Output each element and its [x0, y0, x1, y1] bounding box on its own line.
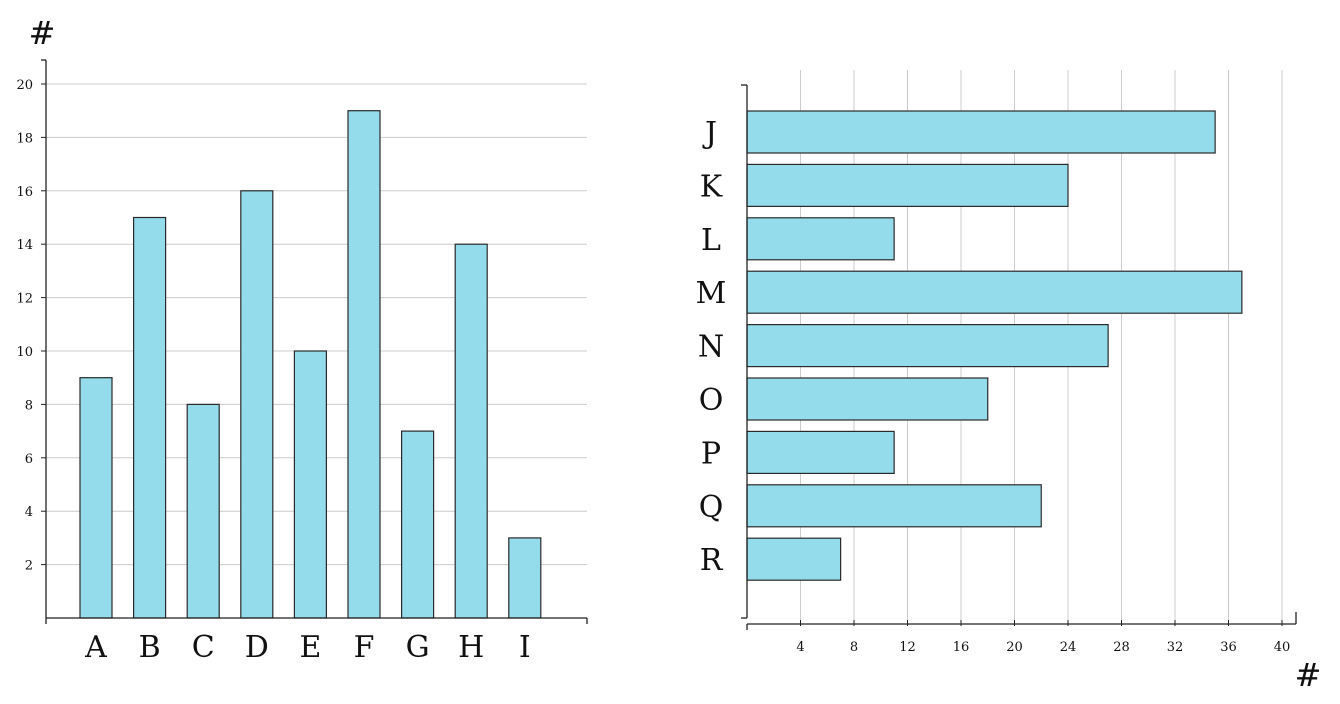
x-tick-label: 24: [1060, 640, 1077, 655]
category-label: O: [699, 383, 724, 418]
bar-m: [746, 270, 1243, 314]
bar-b: [133, 216, 167, 619]
y-tick-label: 10: [16, 345, 33, 360]
bar-f: [347, 110, 381, 619]
bar-c: [186, 403, 220, 619]
bar-h: [454, 243, 488, 619]
bar-j: [746, 110, 1216, 154]
bar-d: [240, 190, 274, 619]
category-label: N: [698, 330, 724, 365]
bar-i: [508, 537, 542, 619]
category-label: R: [700, 543, 724, 578]
right-x-axis-label: #: [1295, 656, 1322, 694]
bar-e: [293, 350, 327, 619]
right-bars: [746, 110, 1243, 581]
y-tick-label: 2: [25, 559, 33, 574]
category-label: F: [354, 630, 375, 665]
bar-q: [746, 484, 1042, 528]
x-tick-label: 20: [1006, 640, 1023, 655]
bar-o: [746, 377, 989, 421]
category-label: J: [702, 116, 717, 151]
x-tick-label: 16: [953, 640, 970, 655]
category-label: Q: [699, 490, 724, 525]
right-x-tick-labels: 4 8 12 16 20 24 28 32 36 40: [796, 640, 1290, 655]
bar-l: [746, 217, 895, 261]
bar-k: [746, 163, 1069, 207]
left-y-axis-label: #: [29, 14, 56, 52]
category-label: D: [245, 630, 269, 665]
left-bars: [79, 110, 542, 619]
x-tick-label: 12: [899, 640, 916, 655]
category-label: M: [696, 276, 727, 311]
x-tick-label: 36: [1220, 640, 1237, 655]
category-label: A: [84, 630, 107, 665]
x-tick-label: 4: [796, 640, 804, 655]
bar-g: [401, 430, 435, 619]
bar-r: [746, 537, 842, 581]
y-tick-label: 16: [16, 185, 33, 200]
category-label: E: [299, 630, 321, 665]
category-label: G: [406, 630, 430, 665]
y-tick-label: 8: [25, 398, 33, 413]
x-tick-label: 40: [1274, 640, 1291, 655]
y-tick-label: 6: [25, 452, 33, 467]
y-tick-label: 20: [16, 78, 33, 93]
y-tick-label: 18: [16, 131, 33, 146]
bar-p: [746, 430, 895, 474]
category-label: B: [139, 630, 161, 665]
category-label: K: [700, 169, 723, 204]
category-label: L: [701, 223, 721, 258]
x-tick-label: 8: [850, 640, 858, 655]
category-label: C: [192, 630, 215, 665]
category-label: H: [458, 630, 484, 665]
bar-a: [79, 377, 113, 619]
y-tick-label: 4: [25, 505, 33, 520]
category-label: I: [519, 630, 531, 665]
x-tick-label: 28: [1113, 640, 1130, 655]
right-axes: [741, 84, 1297, 630]
left-y-tick-labels: 2 4 6 8 10 12 14 16 18 20: [16, 78, 33, 574]
category-label: P: [701, 436, 721, 471]
x-tick-label: 32: [1167, 640, 1184, 655]
y-tick-label: 14: [16, 238, 33, 253]
y-tick-label: 12: [16, 292, 33, 307]
left-axes: [41, 59, 588, 624]
bar-n: [746, 324, 1109, 368]
